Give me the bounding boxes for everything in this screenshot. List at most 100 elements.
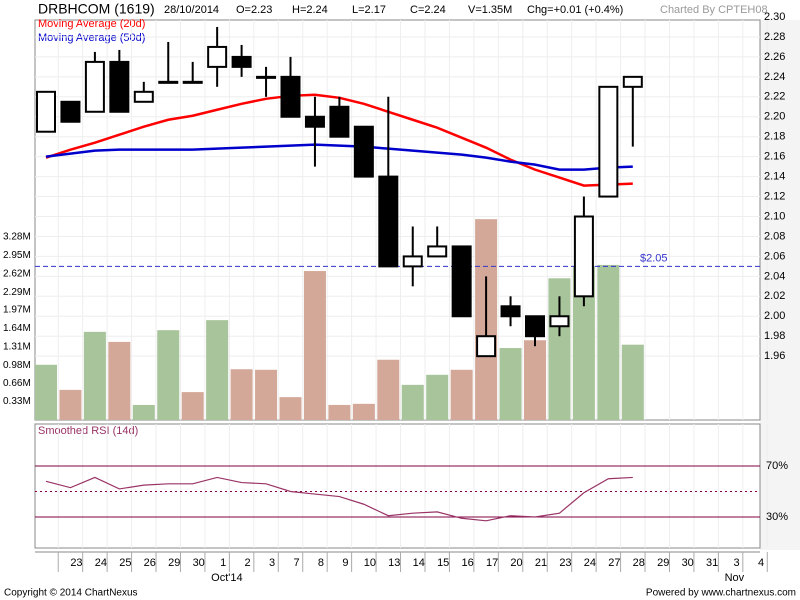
volume-tick-label: 1.97M	[3, 305, 31, 316]
x-tick-label: 2	[245, 557, 251, 569]
candle-body	[36, 90, 56, 133]
candle-body	[573, 215, 594, 298]
volume-bar	[303, 271, 326, 420]
x-tick-label: 15	[437, 557, 449, 569]
x-tick-label: 31	[706, 557, 718, 569]
volume-bar	[572, 266, 595, 420]
y-tick-label: 2.04	[764, 270, 785, 282]
volume-tick-label: 1.31M	[3, 342, 31, 353]
stat: V=1.35M	[468, 4, 512, 16]
x-tick-label: 29	[657, 557, 669, 569]
volume-bar	[548, 278, 571, 420]
x-tick-label: 3	[269, 557, 275, 569]
volume-bar	[328, 404, 351, 420]
month-label: Oct'14	[211, 572, 242, 584]
date: 28/10/2014	[164, 4, 219, 16]
candle-body	[427, 245, 448, 258]
candle-body	[378, 175, 399, 268]
y-tick-label: 2.08	[764, 230, 785, 242]
volume-bar	[206, 320, 229, 420]
x-tick-label: 23	[559, 557, 571, 569]
candle-body	[304, 115, 325, 128]
stat: C=2.24	[410, 4, 446, 16]
volume-bar	[83, 331, 106, 420]
month-label: Nov	[725, 572, 745, 584]
candle-body	[280, 75, 301, 118]
volume-bar	[59, 389, 82, 420]
x-tick-label: 3	[734, 557, 740, 569]
volume-bar	[499, 348, 522, 420]
volume-bar	[230, 369, 253, 420]
stat: L=2.17	[352, 4, 386, 16]
candle-body	[598, 85, 619, 198]
legend-entry: Smoothed RSI (14d)	[38, 425, 138, 437]
x-tick-label: 23	[70, 557, 82, 569]
x-tick-label: 30	[193, 557, 205, 569]
level-label: $2.05	[640, 252, 668, 264]
x-tick-label: 16	[462, 557, 474, 569]
candle-body	[622, 75, 643, 88]
volume-bar	[132, 404, 155, 420]
stat: H=2.24	[292, 4, 328, 16]
y-tick-label: 1.98	[764, 330, 785, 342]
rsi-line	[45, 476, 633, 522]
y-tick-label: 2.20	[764, 111, 785, 123]
candle-body	[60, 100, 81, 123]
y-tick-label: 2.02	[764, 290, 785, 302]
volume-bar	[255, 369, 278, 420]
y-tick-label: 2.06	[764, 250, 785, 262]
candle-body	[231, 55, 252, 68]
candle-body	[84, 60, 105, 113]
footer-left: Copyright © 2014 ChartNexus	[4, 588, 138, 599]
x-tick-label: 1	[220, 557, 226, 569]
x-tick-label: 9	[342, 557, 348, 569]
candle-body	[402, 255, 423, 268]
symbol: DRBHCOM (1619)	[38, 1, 155, 17]
candle-body	[451, 245, 472, 318]
candle-body	[158, 80, 179, 84]
y-tick-label: 2.22	[764, 91, 785, 103]
volume-bar	[181, 392, 204, 420]
volume-tick-label: 3.28M	[3, 232, 31, 243]
x-tick-label: 13	[388, 557, 400, 569]
x-tick-label: 26	[144, 557, 156, 569]
x-tick-label: 8	[318, 557, 324, 569]
volume-bar	[426, 374, 449, 420]
x-tick-label: 14	[413, 557, 425, 569]
y-tick-label: 2.18	[764, 131, 785, 143]
volume-bar	[377, 359, 400, 420]
x-tick-label: 29	[168, 557, 180, 569]
volume-tick-label: 1.64M	[3, 323, 31, 334]
y-tick-label: 2.16	[764, 151, 785, 163]
x-tick-label: 24	[584, 557, 596, 569]
volume-bar	[450, 369, 473, 420]
volume-tick-label: 2.29M	[3, 287, 31, 298]
candle-body	[329, 105, 350, 138]
footer-right: Powered by www.chartnexus.com	[646, 588, 796, 599]
y-tick-label: 2.30	[764, 11, 785, 23]
volume-tick-label: 0.98M	[3, 360, 31, 371]
stat: O=2.23	[236, 4, 272, 16]
y-tick-label: 70%	[766, 460, 788, 472]
credit: Charted By CPTEH08	[660, 4, 768, 16]
volume-bar	[35, 364, 57, 420]
volume-bar	[401, 384, 424, 420]
volume-bar	[352, 403, 375, 420]
volume-bar	[108, 341, 131, 420]
x-tick-label: 30	[682, 557, 694, 569]
candle-body	[182, 80, 203, 84]
x-tick-label: 20	[510, 557, 522, 569]
y-tick-label: 30%	[766, 511, 788, 523]
x-tick-label: 27	[608, 557, 620, 569]
candle-body	[207, 45, 228, 68]
x-tick-label: 7	[293, 557, 299, 569]
y-tick-label: 2.28	[764, 31, 785, 43]
y-tick-label: 2.10	[764, 210, 785, 222]
candle-body	[353, 125, 374, 178]
x-tick-label: 17	[486, 557, 498, 569]
y-tick-label: 2.26	[764, 51, 785, 63]
x-tick-label: 10	[364, 557, 376, 569]
stat: Chg=+0.01 (+0.4%)	[527, 4, 623, 16]
